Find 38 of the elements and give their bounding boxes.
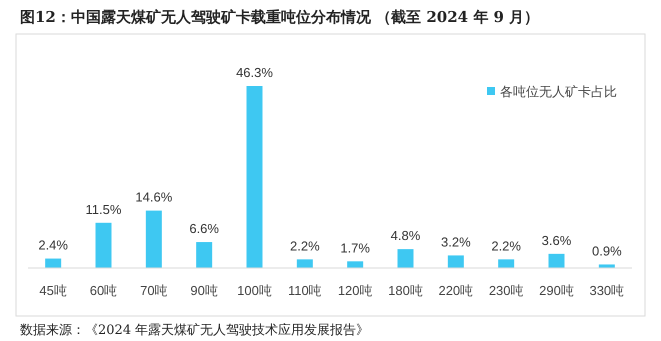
data-label: 6.6% (189, 221, 220, 236)
x-tick-label: 110吨 (288, 283, 322, 298)
data-label: 0.9% (592, 243, 622, 258)
data-label: 2.2% (290, 238, 320, 254)
bar (498, 259, 514, 268)
source-note: 数据来源：《2024 年露天煤矿无人驾驶技术应用发展报告》 (20, 322, 370, 338)
x-tick-label: 100吨 (237, 283, 272, 298)
data-label: 46.3% (236, 65, 274, 80)
data-label: 3.6% (542, 232, 572, 248)
bar (96, 222, 112, 268)
bar (196, 242, 212, 268)
x-tick-label: 230吨 (488, 283, 524, 298)
bar (398, 249, 414, 268)
bar (548, 254, 564, 268)
x-tick-label: 220吨 (438, 283, 474, 298)
bar (347, 261, 364, 268)
x-tick-label: 330吨 (589, 283, 624, 298)
bar (448, 255, 464, 268)
bar (146, 210, 162, 268)
data-label: 11.5% (86, 202, 122, 217)
bar (45, 258, 62, 268)
x-tick-label: 60吨 (90, 283, 118, 298)
data-label: 14.6% (135, 190, 173, 205)
x-tick-label: 180吨 (388, 283, 423, 298)
data-label: 2.4% (38, 238, 68, 253)
x-tick-label: 290吨 (539, 283, 574, 298)
legend-label: 各吨位无人矿卡占比 (500, 84, 617, 99)
chart-title: 图12：中国露天煤矿无人驾驶矿卡载重吨位分布情况 （截至 2024 年 9 月） (20, 8, 540, 26)
data-label: 2.2% (491, 238, 522, 254)
data-label: 1.7% (340, 240, 370, 256)
bar (296, 259, 313, 268)
x-tick-label: 120吨 (338, 283, 373, 298)
data-label: 4.8% (390, 228, 421, 244)
x-tick-label: 70吨 (140, 283, 168, 298)
bar (246, 86, 262, 268)
x-tick-label: 45吨 (39, 283, 67, 298)
data-label: 3.2% (441, 234, 472, 250)
x-tick-label: 90吨 (190, 283, 218, 298)
